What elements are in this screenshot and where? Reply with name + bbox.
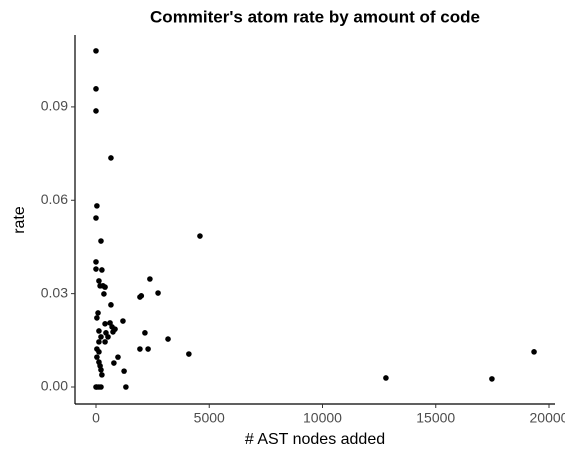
point [93,48,99,54]
point [186,351,192,357]
point [95,310,101,316]
point [98,367,104,373]
point [93,266,99,272]
point [102,284,108,290]
point [110,329,116,335]
point [138,293,145,299]
point [98,238,104,244]
point [531,349,537,355]
point [121,368,127,374]
x-tick-label: 10000 [303,410,342,426]
point [111,360,117,366]
point [94,315,100,321]
point [93,259,99,265]
point [137,346,143,352]
point [108,155,114,161]
y-tick-label: 0.09 [41,98,68,114]
chart-title: Commiter's atom rate by amount of code [150,7,480,26]
point [96,328,102,334]
point [108,302,114,308]
x-tick-label: 15000 [416,410,455,426]
point [96,339,102,345]
y-tick-label: 0.00 [41,378,68,394]
point [155,290,161,296]
point [98,384,104,390]
point [93,108,99,114]
point [96,349,102,355]
point [105,334,111,340]
y-axis-title: rate [11,206,28,234]
point [99,372,105,378]
point [489,376,495,382]
point [99,267,105,273]
point [96,278,102,284]
x-axis-title: # AST nodes added [245,431,385,448]
point [93,215,99,221]
point [94,354,100,360]
point [123,384,129,390]
y-tick-label: 0.03 [41,284,68,300]
point [93,86,99,92]
x-tick-label: 5000 [194,410,225,426]
point [165,336,171,342]
point [102,339,108,345]
point [115,354,121,360]
point [145,346,151,352]
point [94,203,100,209]
point [120,318,126,324]
x-tick-label: 20000 [530,410,565,426]
point [101,291,107,297]
point [147,276,153,282]
point [197,233,203,239]
point [102,321,108,327]
point [142,330,148,336]
x-tick-label: 0 [92,410,100,426]
point [383,375,389,381]
point [98,334,104,340]
y-tick-label: 0.06 [41,191,68,207]
